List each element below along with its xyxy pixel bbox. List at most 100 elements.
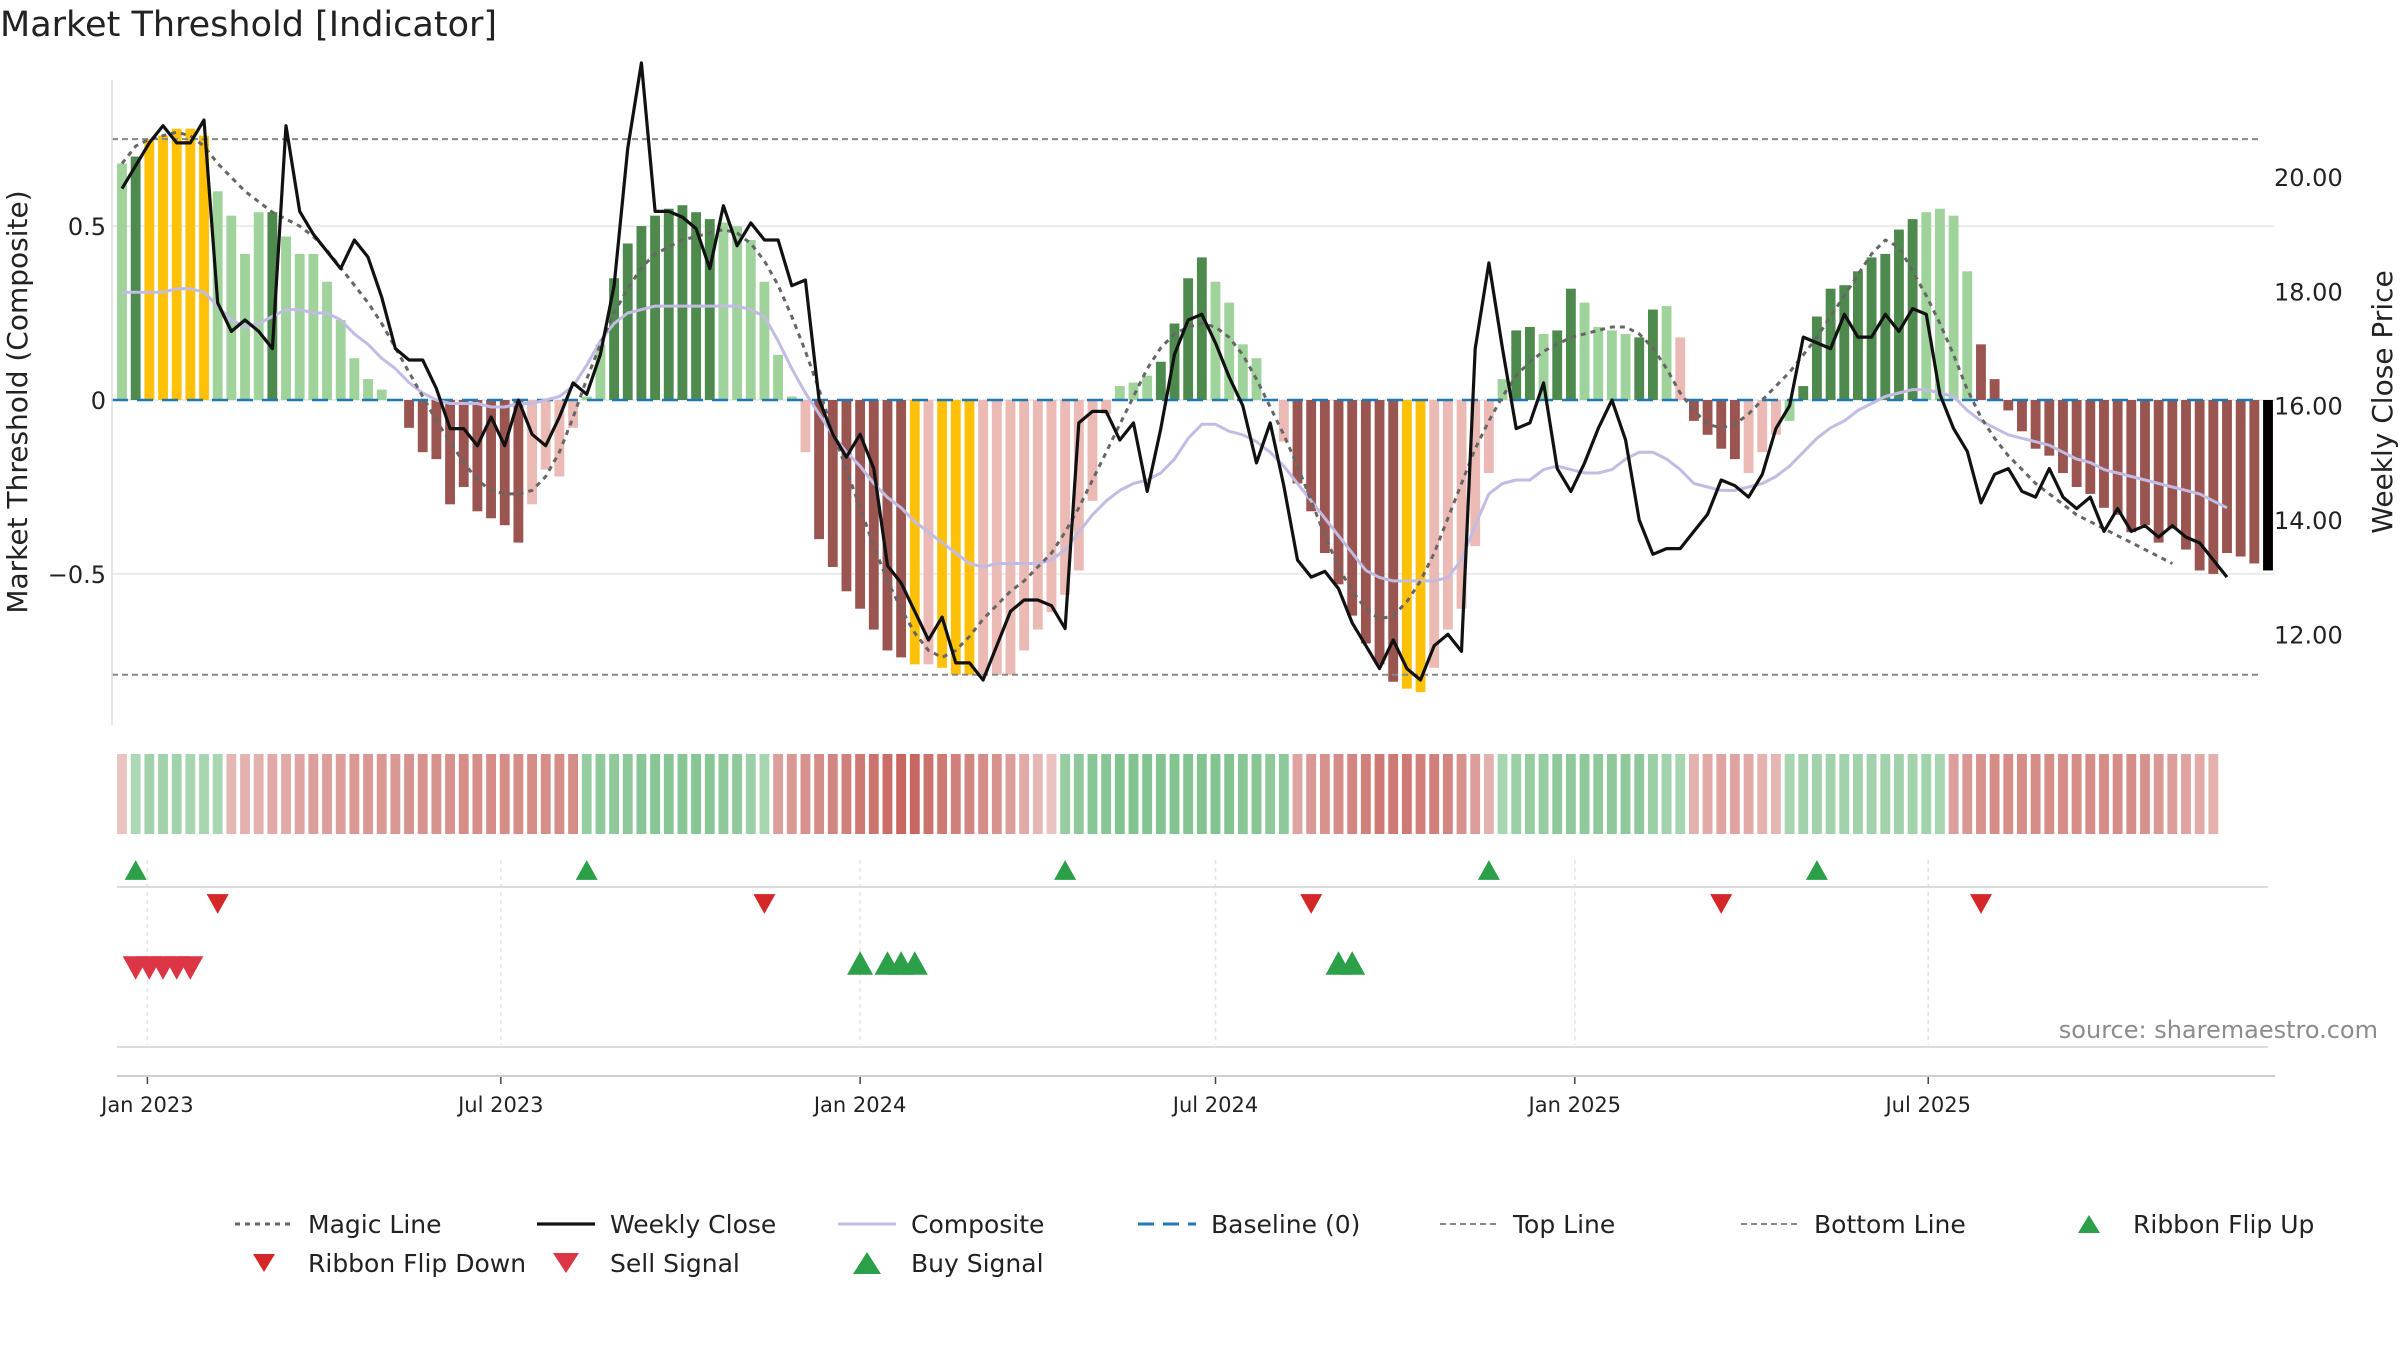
ribbon-cell bbox=[745, 754, 756, 834]
ribbon-cell bbox=[2058, 754, 2068, 834]
composite-bar bbox=[458, 400, 469, 487]
composite-bar bbox=[117, 163, 127, 400]
composite-bar bbox=[1128, 382, 1139, 400]
composite-bar bbox=[1237, 344, 1248, 400]
composite-bar bbox=[2208, 400, 2219, 574]
composite-bar bbox=[581, 396, 592, 400]
ribbon-cell bbox=[1511, 754, 1522, 834]
ribbon-cell bbox=[1812, 754, 1822, 834]
composite-bar bbox=[171, 128, 182, 400]
composite-bar bbox=[1579, 302, 1590, 400]
composite-bar bbox=[896, 400, 907, 658]
ribbon-cell bbox=[1278, 754, 1289, 834]
composite-bar bbox=[773, 354, 784, 400]
ribbon-cell bbox=[486, 754, 496, 834]
ribbon-cell bbox=[1935, 754, 1945, 834]
ribbon-cell bbox=[691, 754, 702, 834]
legend-label-weekly-close: Weekly Close bbox=[610, 1210, 776, 1239]
ribbon-cell bbox=[1661, 754, 1672, 834]
composite-bar bbox=[158, 135, 168, 401]
composite-bar bbox=[950, 400, 961, 675]
ribbon-cell bbox=[253, 754, 264, 834]
composite-bar bbox=[732, 226, 743, 400]
ribbon-flip-down-marker bbox=[753, 894, 776, 914]
ribbon-cell bbox=[199, 754, 209, 834]
composite-bar bbox=[376, 389, 387, 400]
ribbon-flip-down-marker bbox=[1970, 894, 1992, 914]
ribbon-cell bbox=[896, 754, 907, 834]
composite-bar bbox=[1388, 400, 1399, 682]
composite-bar bbox=[2222, 400, 2232, 554]
composite-bar bbox=[2249, 400, 2260, 564]
composite-bar bbox=[308, 253, 319, 400]
composite-bar bbox=[759, 281, 770, 400]
composite-bar bbox=[786, 396, 797, 400]
ribbon-cell bbox=[458, 754, 469, 834]
composite-bar bbox=[2140, 400, 2150, 526]
composite-bar bbox=[2017, 400, 2027, 432]
composite-bar bbox=[1456, 400, 1467, 609]
ribbon-cell bbox=[718, 754, 729, 834]
ribbon-cell bbox=[540, 754, 551, 834]
ribbon-cell bbox=[2208, 754, 2219, 834]
composite-bar bbox=[2167, 400, 2178, 529]
legend-label-composite: Composite bbox=[911, 1210, 1044, 1239]
ribbon-flip-up-marker bbox=[1805, 860, 1828, 880]
ribbon-cell bbox=[1442, 754, 1453, 834]
composite-bar bbox=[1702, 400, 1713, 435]
composite-bar bbox=[1948, 215, 1959, 400]
composite-bar bbox=[1538, 333, 1549, 400]
composite-bar bbox=[1292, 400, 1303, 484]
ribbon-cell bbox=[2153, 754, 2164, 834]
ribbon-cell bbox=[363, 754, 373, 834]
ribbon-cell bbox=[1319, 754, 1330, 834]
ribbon-cell bbox=[144, 754, 155, 834]
composite-bar bbox=[718, 222, 729, 400]
ribbon-cell bbox=[1128, 754, 1139, 834]
legend-label-magic-line: Magic Line bbox=[308, 1210, 442, 1239]
composite-bar bbox=[363, 379, 373, 400]
ribbon-cell bbox=[1620, 754, 1631, 834]
composite-bar bbox=[964, 400, 975, 675]
composite-bar bbox=[1880, 253, 1891, 400]
ribbon-cell bbox=[445, 754, 455, 834]
composite-bar bbox=[1511, 330, 1522, 400]
composite-bar bbox=[1060, 400, 1071, 595]
ribbon-cell bbox=[732, 754, 743, 834]
composite-bar bbox=[294, 253, 305, 400]
composite-bar bbox=[199, 135, 209, 401]
legend-label-ribbon-flip-up: Ribbon Flip Up bbox=[2133, 1210, 2314, 1239]
composite-line bbox=[122, 287, 2228, 583]
composite-bar bbox=[431, 400, 442, 460]
ribbon-cell bbox=[2112, 754, 2123, 834]
composite-bar bbox=[1415, 400, 1426, 693]
legend-swatch bbox=[2078, 1215, 2100, 1233]
ribbon-cell bbox=[704, 754, 715, 834]
ribbon-cell bbox=[2181, 754, 2191, 834]
composite-bar bbox=[704, 219, 715, 400]
composite-bar bbox=[1032, 400, 1043, 630]
ribbon-cell bbox=[2099, 754, 2109, 834]
ribbon-cell bbox=[855, 754, 866, 834]
ribbon-cell bbox=[1101, 754, 1112, 834]
composite-bar bbox=[1921, 212, 1932, 400]
ribbon-cell bbox=[1784, 754, 1795, 834]
ribbon-cell bbox=[1894, 754, 1904, 834]
legend-label-baseline: Baseline (0) bbox=[1211, 1210, 1360, 1239]
left-axis-label: Market Threshold (Composite) bbox=[1, 190, 34, 613]
composite-bar bbox=[267, 212, 278, 400]
ribbon-cell bbox=[404, 754, 414, 834]
composite-bar bbox=[1593, 326, 1604, 400]
ribbon-cell bbox=[1415, 754, 1426, 834]
buy-signal-marker bbox=[901, 951, 928, 975]
ribbon-cell bbox=[527, 754, 537, 834]
composite-bar bbox=[663, 208, 674, 400]
ribbon-cell bbox=[609, 754, 619, 834]
composite-bar bbox=[595, 344, 606, 400]
composite-bar bbox=[868, 400, 879, 630]
ribbon-cell bbox=[1470, 754, 1481, 834]
ribbon-cell bbox=[827, 754, 838, 834]
ribbon-cell bbox=[2126, 754, 2137, 834]
ribbon-cell bbox=[1579, 754, 1590, 834]
